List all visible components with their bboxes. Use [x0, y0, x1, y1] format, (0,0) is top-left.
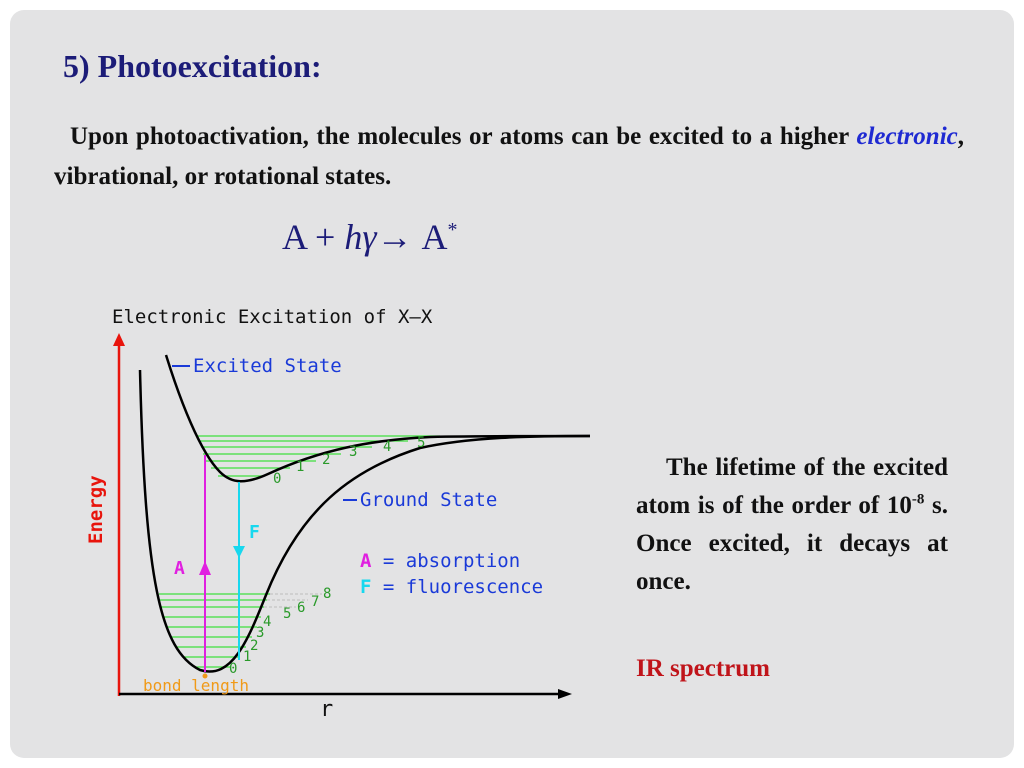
- equation-product: A: [421, 217, 448, 257]
- lifetime-text-end: s. Once excited, it decays at once.: [636, 492, 948, 595]
- ground-level-number: 7: [311, 594, 319, 610]
- equation-superscript: *: [447, 219, 458, 241]
- excited-level-number: 5: [417, 435, 425, 451]
- legend-absorption-key: A: [360, 550, 372, 572]
- ir-spectrum-link[interactable]: IR spectrum: [636, 655, 771, 682]
- legend-absorption-text: = absorption: [371, 550, 520, 572]
- bond-length-marker: [202, 673, 208, 679]
- ground-level-number: 2: [250, 638, 258, 654]
- legend-fluorescence-text: = fluorescence: [371, 576, 543, 598]
- ground-level-number: 4: [263, 614, 271, 630]
- intro-text: Upon photoactivation, the molecules or a…: [70, 123, 857, 150]
- y-axis-label: Energy: [85, 475, 107, 544]
- ground-level-number: 6: [297, 600, 305, 616]
- lifetime-exponent: -8: [911, 491, 925, 508]
- equation-arrow: →: [376, 217, 413, 257]
- ground-level-number: 8: [323, 586, 331, 602]
- legend-fluorescence-key: F: [360, 576, 371, 598]
- lifetime-text: The lifetime of the excited atom is of t…: [636, 454, 948, 519]
- ground-level-dashes: [264, 593, 322, 608]
- excited-level-number: 1: [296, 459, 304, 475]
- diagram-title: Electronic Excitation of X—X: [112, 306, 433, 328]
- excited-level-number: 2: [322, 452, 330, 468]
- lifetime-paragraph: The lifetime of the excited atom is of t…: [636, 449, 948, 601]
- y-axis-arrow-icon: [113, 333, 125, 346]
- absorption-marker: A: [174, 558, 185, 579]
- equation-lhs: A +: [282, 217, 345, 257]
- slide-background: [10, 10, 1014, 758]
- absorption-arrow-icon: [199, 561, 211, 575]
- equation-photon: hγ: [344, 217, 377, 257]
- intro-emphasis: electronic: [856, 123, 958, 150]
- x-axis-arrow-icon: [558, 689, 572, 699]
- x-axis-label: r: [320, 697, 333, 722]
- ground-state-curve: [138, 369, 591, 673]
- excited-vibrational-levels: [198, 435, 440, 477]
- bond-length-label: bond length: [143, 676, 249, 695]
- excited-state-curve: [164, 354, 591, 483]
- excited-level-number: 3: [349, 444, 357, 460]
- ground-level-number: 1: [243, 649, 251, 665]
- ground-level-number: 3: [256, 625, 264, 641]
- fluorescence-arrow-icon: [233, 546, 245, 558]
- slide-title: 5) Photoexcitation:: [63, 48, 322, 84]
- ground-state-label: Ground State: [360, 489, 497, 511]
- excited-level-number: 0: [273, 471, 281, 487]
- legend-fluorescence: F = fluorescence: [360, 576, 543, 598]
- excitation-equation: A + hγ→ A*: [282, 216, 458, 258]
- ground-level-number: 5: [283, 606, 291, 622]
- excited-state-label: Excited State: [193, 355, 342, 377]
- fluorescence-marker: F: [249, 522, 260, 543]
- ground-level-number: 0: [229, 661, 237, 677]
- intro-text-end: , vibrational, or rotational states.: [54, 123, 964, 190]
- intro-paragraph: Upon photoactivation, the molecules or a…: [54, 117, 964, 197]
- excited-level-number: 4: [383, 439, 391, 455]
- legend-absorption: A = absorption: [360, 550, 520, 572]
- ground-vibrational-levels: [159, 593, 270, 668]
